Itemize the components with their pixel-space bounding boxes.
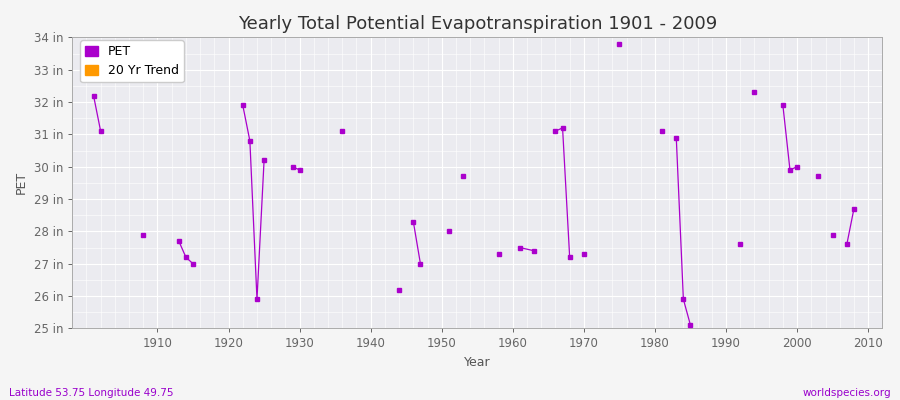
Legend: PET, 20 Yr Trend: PET, 20 Yr Trend <box>80 40 184 82</box>
Title: Yearly Total Potential Evapotranspiration 1901 - 2009: Yearly Total Potential Evapotranspiratio… <box>238 15 717 33</box>
Y-axis label: PET: PET <box>15 171 28 194</box>
Text: Latitude 53.75 Longitude 49.75: Latitude 53.75 Longitude 49.75 <box>9 388 174 398</box>
X-axis label: Year: Year <box>464 356 491 369</box>
Text: worldspecies.org: worldspecies.org <box>803 388 891 398</box>
